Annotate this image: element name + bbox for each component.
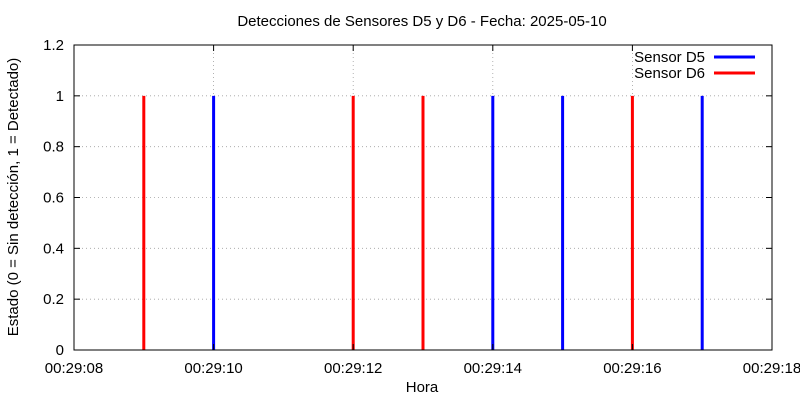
y-tick-label: 0 <box>56 342 64 359</box>
x-tick-label: 00:29:10 <box>184 360 242 377</box>
plot-area <box>142 95 704 350</box>
x-tick-label: 00:29:18 <box>743 360 800 377</box>
x-tick-label: 00:29:16 <box>603 360 661 377</box>
legend-label-sensor-d5: Sensor D5 <box>634 49 705 66</box>
x-tick-label: 00:29:12 <box>324 360 382 377</box>
axes: 00:29:08 00:29:10 00:29:12 00:29:14 00:29:16… <box>43 37 800 377</box>
y-tick-label: 1 <box>56 88 64 105</box>
y-tick-label: 1.2 <box>43 37 64 54</box>
y-tick-label: 0.2 <box>43 291 64 308</box>
y-tick-label: 0.8 <box>43 139 64 156</box>
x-axis-label: Hora <box>406 379 439 396</box>
legend-label-sensor-d6: Sensor D6 <box>634 65 705 82</box>
y-tick-label: 0.4 <box>43 240 64 257</box>
x-tick-label: 00:29:14 <box>464 360 522 377</box>
chart-title: Detecciones de Sensores D5 y D6 - Fecha:… <box>237 13 606 30</box>
y-axis-label: Estado (0 = Sin detección, 1 = Detectado… <box>5 58 22 337</box>
y-tick-label: 0.6 <box>43 190 64 207</box>
x-tick-label: 00:29:08 <box>45 360 103 377</box>
